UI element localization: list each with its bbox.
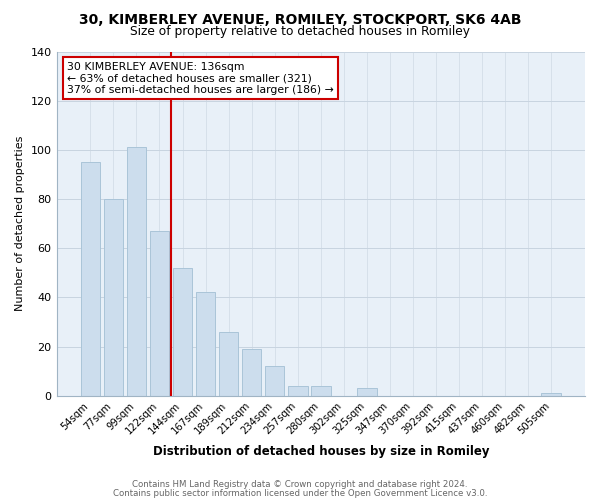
Bar <box>265 366 284 396</box>
Bar <box>311 386 331 396</box>
Bar <box>288 386 308 396</box>
X-axis label: Distribution of detached houses by size in Romiley: Distribution of detached houses by size … <box>152 444 489 458</box>
Bar <box>196 292 215 396</box>
Text: 30, KIMBERLEY AVENUE, ROMILEY, STOCKPORT, SK6 4AB: 30, KIMBERLEY AVENUE, ROMILEY, STOCKPORT… <box>79 12 521 26</box>
Bar <box>242 349 262 396</box>
Bar <box>541 393 561 396</box>
Text: Contains HM Land Registry data © Crown copyright and database right 2024.: Contains HM Land Registry data © Crown c… <box>132 480 468 489</box>
Bar <box>127 148 146 396</box>
Bar <box>173 268 193 396</box>
Bar <box>149 231 169 396</box>
Bar <box>104 199 123 396</box>
Bar <box>219 332 238 396</box>
Bar <box>80 162 100 396</box>
Bar <box>357 388 377 396</box>
Text: 30 KIMBERLEY AVENUE: 136sqm
← 63% of detached houses are smaller (321)
37% of se: 30 KIMBERLEY AVENUE: 136sqm ← 63% of det… <box>67 62 334 95</box>
Text: Contains public sector information licensed under the Open Government Licence v3: Contains public sector information licen… <box>113 488 487 498</box>
Y-axis label: Number of detached properties: Number of detached properties <box>15 136 25 312</box>
Text: Size of property relative to detached houses in Romiley: Size of property relative to detached ho… <box>130 25 470 38</box>
